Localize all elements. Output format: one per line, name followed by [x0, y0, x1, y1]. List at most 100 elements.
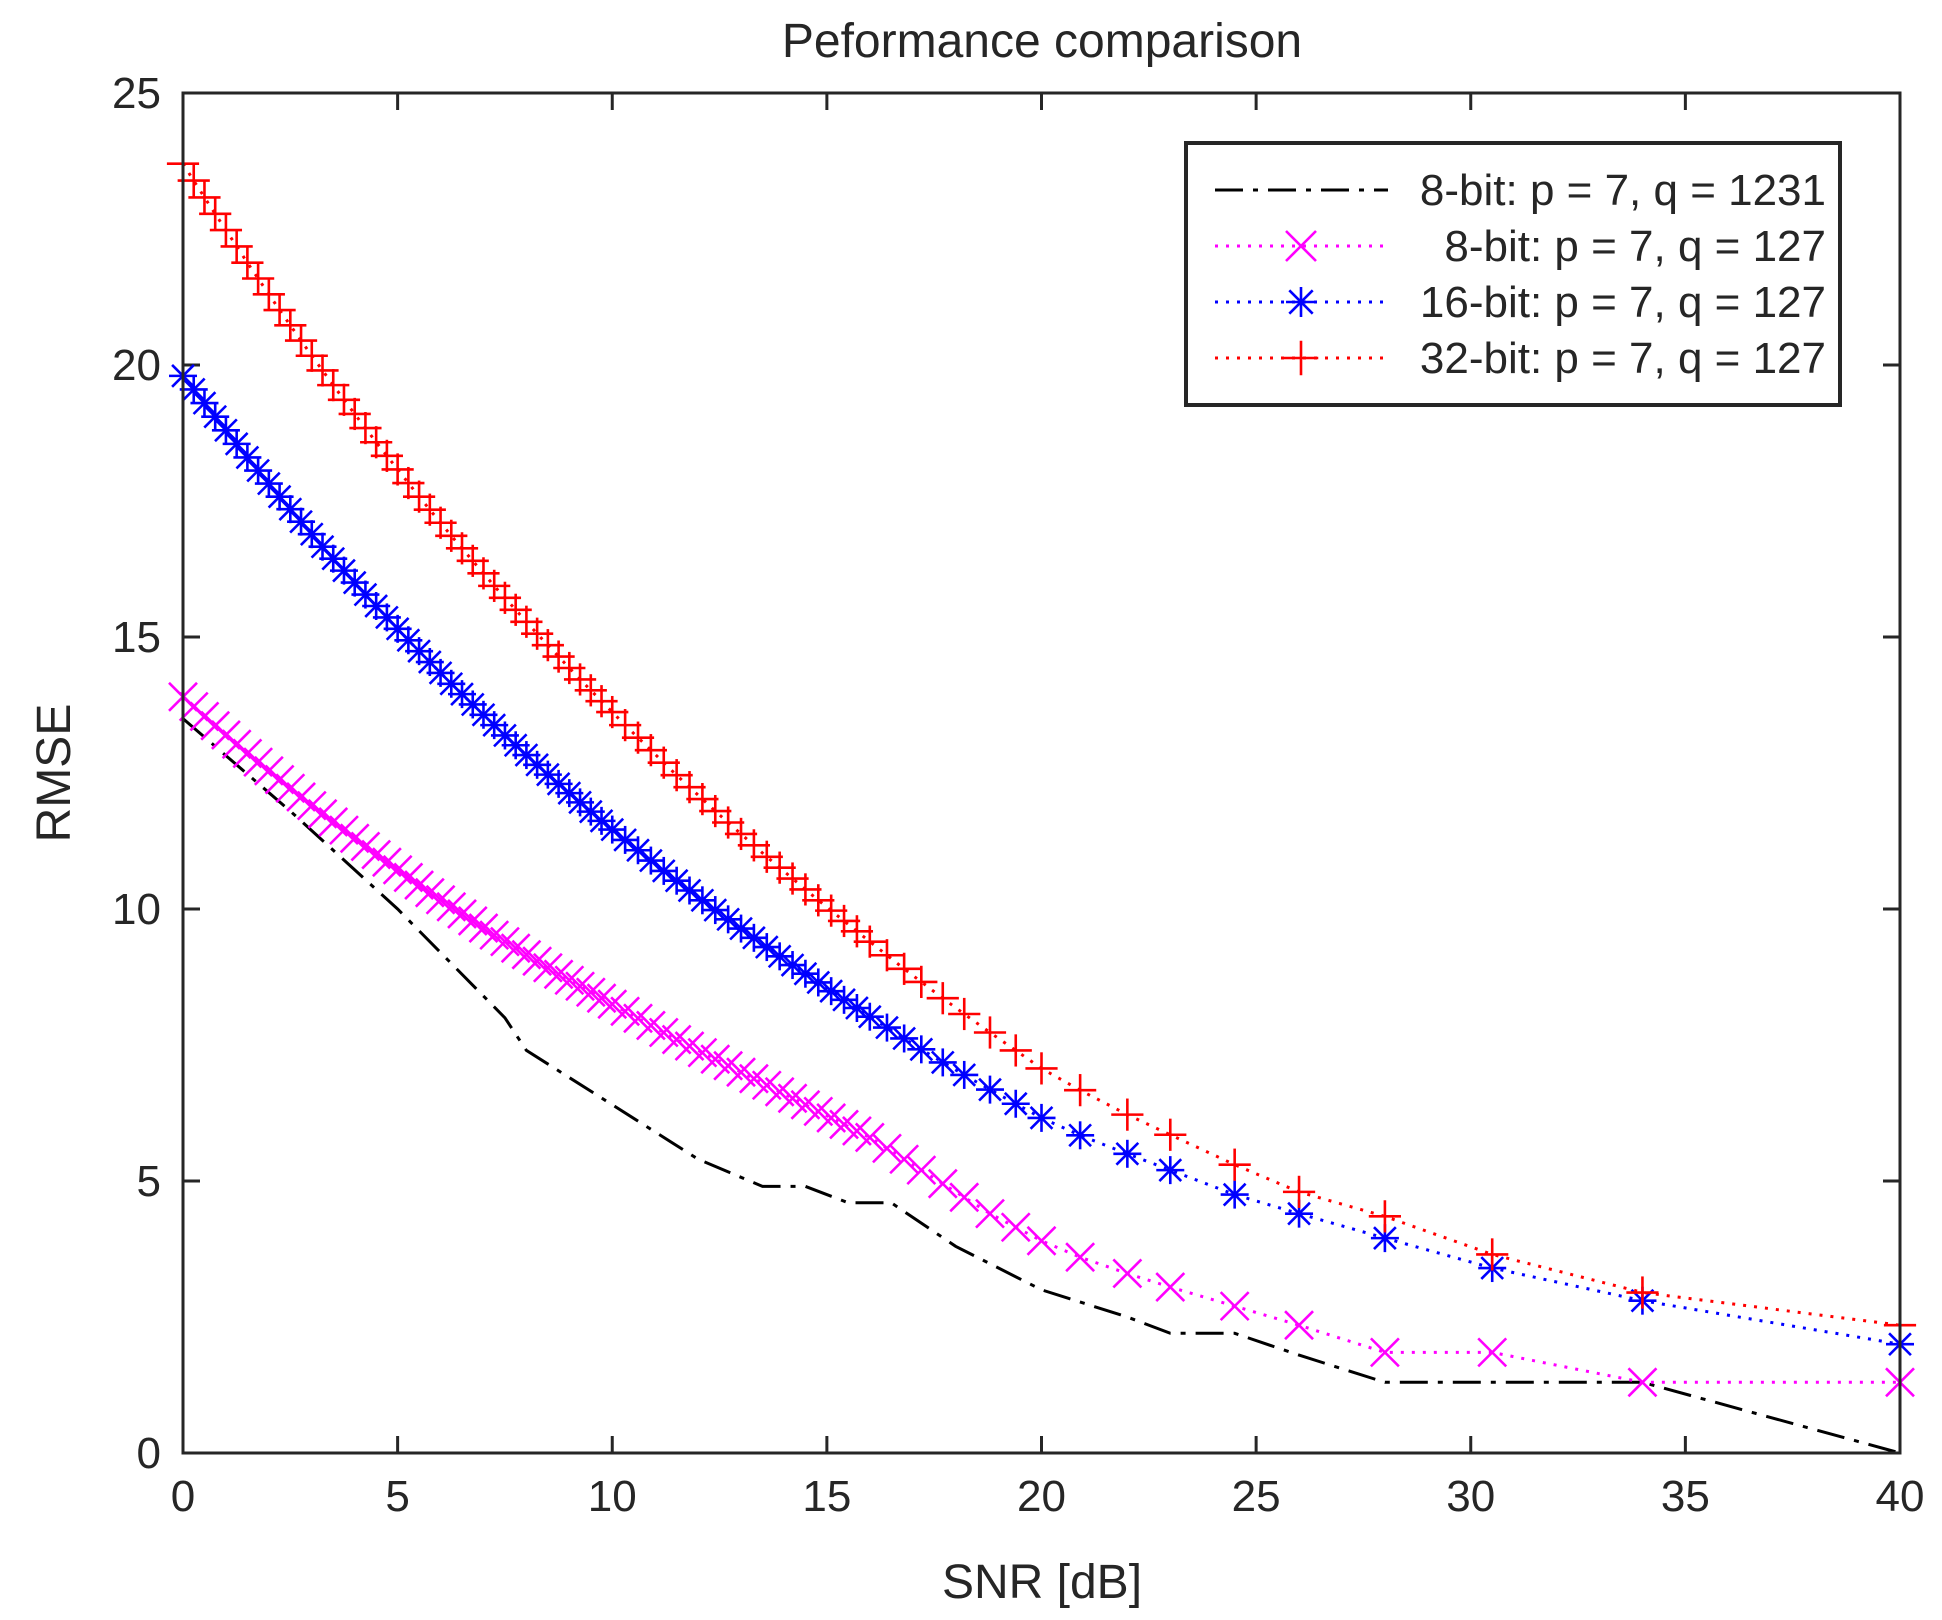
plus-marker [888, 952, 921, 985]
x-tick-label: 10 [588, 1472, 637, 1521]
y-tick-label: 0 [137, 1429, 161, 1478]
x-marker [906, 1155, 937, 1186]
asterisk-marker [244, 456, 273, 485]
plus-marker [609, 709, 642, 742]
plus-marker [905, 965, 938, 998]
x-marker [1155, 1272, 1186, 1302]
y-tick-label: 10 [112, 885, 161, 934]
legend-entry: 8-bit: p = 7, q = 1231 [1215, 166, 1826, 215]
asterisk-marker [222, 429, 251, 458]
plus-marker [999, 1034, 1032, 1067]
asterisk-marker [817, 977, 846, 1006]
plus-marker [1064, 1074, 1097, 1107]
asterisk-marker [190, 389, 219, 418]
asterisk-marker [351, 580, 380, 609]
plus-marker [634, 734, 667, 767]
series-line [182, 717, 1901, 1455]
x-marker [1026, 1225, 1057, 1256]
x-marker [872, 1133, 902, 1164]
legend-entries: 8-bit: p = 7, q = 1231 8-bit: p = 7, q = … [1215, 166, 1826, 383]
x-marker [575, 977, 606, 1008]
x-marker [1284, 1310, 1314, 1341]
series-2 [168, 681, 1915, 1398]
legend: 8-bit: p = 7, q = 1231 8-bit: p = 7, q = … [1184, 141, 1842, 407]
x-tick-label: 0 [171, 1472, 195, 1521]
plus-marker [1111, 1098, 1144, 1131]
legend-label: 32-bit: p = 7, q = 127 [1420, 334, 1826, 383]
plus-marker [1282, 1175, 1316, 1208]
plus-marker [973, 1016, 1007, 1049]
x-tick-label: 25 [1232, 1472, 1281, 1521]
x-marker [1477, 1337, 1508, 1368]
asterisk-marker [842, 994, 871, 1023]
legend-label: 16-bit: p = 7, q = 127 [1420, 278, 1826, 327]
y-axis-ticks: 0 5 10 15 20 25 [112, 69, 1900, 1478]
asterisk-marker [1027, 1103, 1056, 1132]
x-axis-ticks: 0 5 10 15 20 25 30 35 40 [171, 93, 1925, 1521]
x-tick-label: 35 [1661, 1472, 1710, 1521]
asterisk-marker [928, 1048, 957, 1077]
asterisk-marker [1001, 1089, 1030, 1118]
x-tick-label: 40 [1876, 1472, 1925, 1521]
plus-marker [1025, 1052, 1058, 1085]
y-tick-label: 15 [112, 613, 161, 662]
asterisk-marker [1113, 1139, 1142, 1168]
asterisk-marker [233, 443, 262, 472]
x-tick-label: 30 [1446, 1472, 1495, 1521]
x-axis-label: SNR [dB] [942, 1556, 1142, 1609]
x-marker [975, 1198, 1005, 1229]
legend-label: 8-bit: p = 7, q = 1231 [1420, 166, 1826, 215]
x-marker [565, 971, 595, 1002]
asterisk-marker [1286, 287, 1316, 317]
plus-marker [621, 721, 655, 754]
legend-entry: 32-bit: p = 7, q = 127 [1215, 334, 1826, 383]
asterisk-marker [211, 416, 240, 445]
legend-entry: 16-bit: p = 7, q = 127 [1215, 278, 1826, 327]
plus-marker [199, 197, 232, 230]
x-marker [586, 983, 617, 1014]
plus-marker [853, 925, 886, 958]
plus-marker [1476, 1238, 1509, 1271]
plus-marker [188, 181, 221, 214]
plus-marker [948, 997, 981, 1031]
x-marker [854, 1122, 885, 1153]
asterisk-marker [739, 923, 768, 952]
asterisk-marker [598, 815, 627, 844]
x-tick-label: 15 [802, 1472, 851, 1521]
legend-label: 8-bit: p = 7, q = 127 [1444, 222, 1826, 271]
asterisk-marker [890, 1024, 919, 1053]
x-marker [889, 1144, 920, 1175]
plus-marker [1218, 1148, 1251, 1181]
plus-marker [1154, 1118, 1187, 1151]
axes-box [181, 91, 1902, 1455]
plus-marker [1368, 1200, 1401, 1233]
x-tick-label: 5 [385, 1472, 409, 1521]
asterisk-marker [254, 469, 283, 498]
y-tick-label: 5 [137, 1157, 161, 1206]
plus-marker [870, 939, 904, 972]
x-marker [927, 1168, 958, 1199]
plus-marker [1626, 1276, 1659, 1309]
y-axis-label: RMSE [28, 704, 81, 843]
plus-marker [209, 213, 243, 247]
x-marker [1627, 1367, 1658, 1398]
asterisk-marker [1066, 1121, 1095, 1150]
x-marker [554, 965, 585, 996]
plus-marker [1283, 340, 1319, 376]
asterisk-marker [701, 896, 730, 925]
plus-marker [220, 230, 253, 263]
asterisk-marker [872, 1013, 901, 1042]
asterisk-marker [587, 806, 616, 835]
x-marker [1000, 1212, 1031, 1243]
asterisk-marker [727, 914, 756, 943]
series-3 [169, 361, 1914, 1359]
asterisk-marker [907, 1035, 936, 1064]
x-marker [949, 1182, 980, 1213]
legend-entry: 8-bit: p = 7, q = 127 [1215, 222, 1826, 271]
x-marker [1369, 1337, 1400, 1368]
asterisk-marker [975, 1075, 1004, 1104]
plus-marker [926, 982, 959, 1015]
asterisk-marker [372, 603, 401, 632]
x-tick-label: 20 [1017, 1472, 1066, 1521]
